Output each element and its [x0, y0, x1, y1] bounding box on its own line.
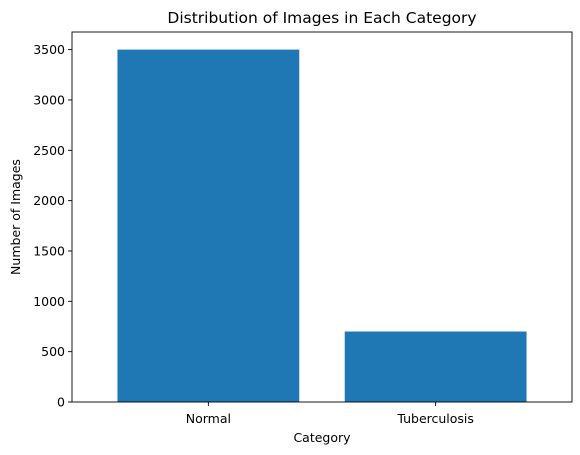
- y-axis-label: Number of Images: [8, 159, 23, 275]
- bar-tuberculosis: [344, 331, 527, 402]
- y-axis-ticks: 0 500 1000 1500 2000 2500 3000 3500: [33, 42, 72, 410]
- y-tick-label: 3000: [33, 92, 65, 107]
- y-tick-label: 1500: [33, 243, 65, 258]
- x-axis-label: Category: [293, 430, 351, 445]
- x-tick-label: Normal: [186, 411, 231, 426]
- y-tick-label: 0: [57, 395, 65, 410]
- y-tick-label: 3500: [33, 42, 65, 57]
- chart-title: Distribution of Images in Each Category: [167, 9, 476, 27]
- y-tick-label: 2000: [33, 193, 65, 208]
- plot-frame: [71, 31, 573, 403]
- y-tick-label: 2500: [33, 143, 65, 158]
- bar-normal: [117, 49, 300, 402]
- x-tick-label: Tuberculosis: [396, 411, 474, 426]
- bars-group: [117, 49, 527, 402]
- y-tick-label: 500: [41, 344, 65, 359]
- y-tick-label: 1000: [33, 294, 65, 309]
- x-axis-ticks: Normal Tuberculosis: [186, 402, 474, 426]
